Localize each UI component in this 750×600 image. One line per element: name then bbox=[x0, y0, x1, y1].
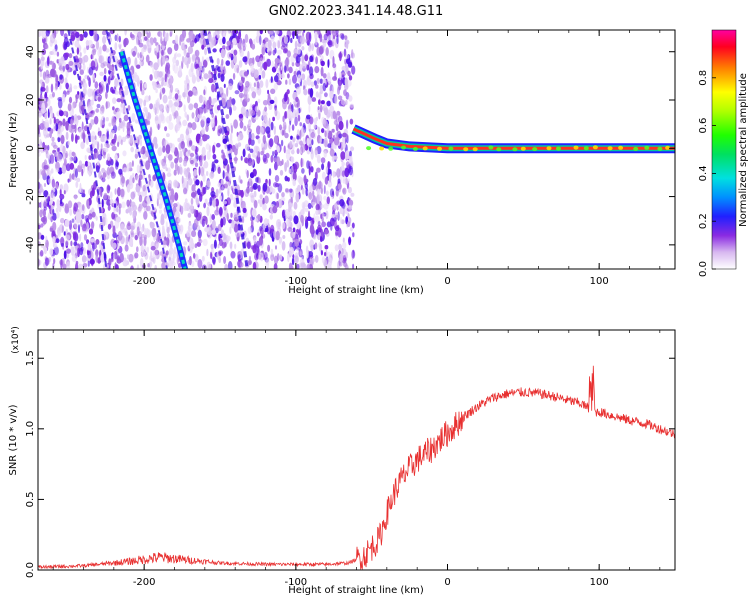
y-tick-label: -20 bbox=[25, 188, 36, 204]
y-tick-label: -40 bbox=[25, 237, 36, 253]
spectrogram-track bbox=[203, 30, 249, 269]
snr-ticks: -200 -100 0 100 0.0 0.5 1.0 1.5 bbox=[25, 330, 675, 588]
spectrogram-track bbox=[67, 30, 108, 269]
colorbar: 0.0 0.2 0.4 0.6 0.8 Normalized spectral ampl… bbox=[698, 29, 749, 277]
spectrogram-ylabel: Frequency (Hz) bbox=[8, 112, 19, 188]
x-tick-label: 100 bbox=[590, 577, 609, 588]
y-tick-label: 20 bbox=[25, 94, 36, 107]
figure-title: GN02.2023.341.14.48.G11 bbox=[269, 4, 444, 19]
colorbar-frame bbox=[711, 29, 737, 270]
x-tick-label: -200 bbox=[133, 276, 156, 287]
snr-xlabel: Height of straight line (km) bbox=[288, 585, 424, 596]
snr-multiplier: (x10⁴) bbox=[11, 326, 21, 353]
y-tick-label: 1.5 bbox=[25, 350, 36, 366]
x-tick-label: -100 bbox=[284, 577, 307, 588]
colorbar-tick-label: 0.6 bbox=[698, 118, 709, 134]
x-tick-label: 0 bbox=[444, 276, 450, 287]
y-tick-label: 1.0 bbox=[25, 421, 36, 437]
x-tick-label: -200 bbox=[133, 577, 156, 588]
snr-panel: -200 -100 0 100 0.0 0.5 1.0 1.5 Height of strai… bbox=[8, 326, 676, 596]
spectrogram-xlabel: Height of straight line (km) bbox=[288, 285, 424, 296]
colorbar-label: Normalized spectral amplitude bbox=[738, 73, 749, 227]
colorbar-tick-label: 0.4 bbox=[698, 165, 709, 181]
y-tick-label: 0.0 bbox=[25, 562, 36, 578]
spectrogram-track bbox=[105, 30, 168, 269]
colorbar-tick-label: 0.2 bbox=[698, 213, 709, 229]
colorbar-ticks: 0.0 0.2 0.4 0.6 0.8 bbox=[698, 70, 716, 277]
x-tick-label: 0 bbox=[444, 577, 450, 588]
spectrogram-image bbox=[38, 30, 675, 269]
x-tick-label: 100 bbox=[590, 276, 609, 287]
snr-ylabel: SNR (10 * v/v) bbox=[8, 404, 19, 475]
colorbar-tick-label: 0.0 bbox=[698, 261, 709, 277]
colorbar-tick-label: 0.8 bbox=[698, 70, 709, 86]
spectrogram-strong-line-outer bbox=[118, 50, 189, 269]
x-tick-label: -100 bbox=[284, 276, 307, 287]
spectrogram-dc-line-core bbox=[352, 127, 675, 150]
y-tick-label: 0.5 bbox=[25, 491, 36, 507]
snr-series-line bbox=[38, 365, 675, 570]
y-tick-label: 40 bbox=[25, 45, 36, 58]
snr-background bbox=[38, 330, 675, 570]
colorbar-gradient bbox=[712, 30, 736, 269]
y-tick-label: 0 bbox=[25, 145, 36, 151]
